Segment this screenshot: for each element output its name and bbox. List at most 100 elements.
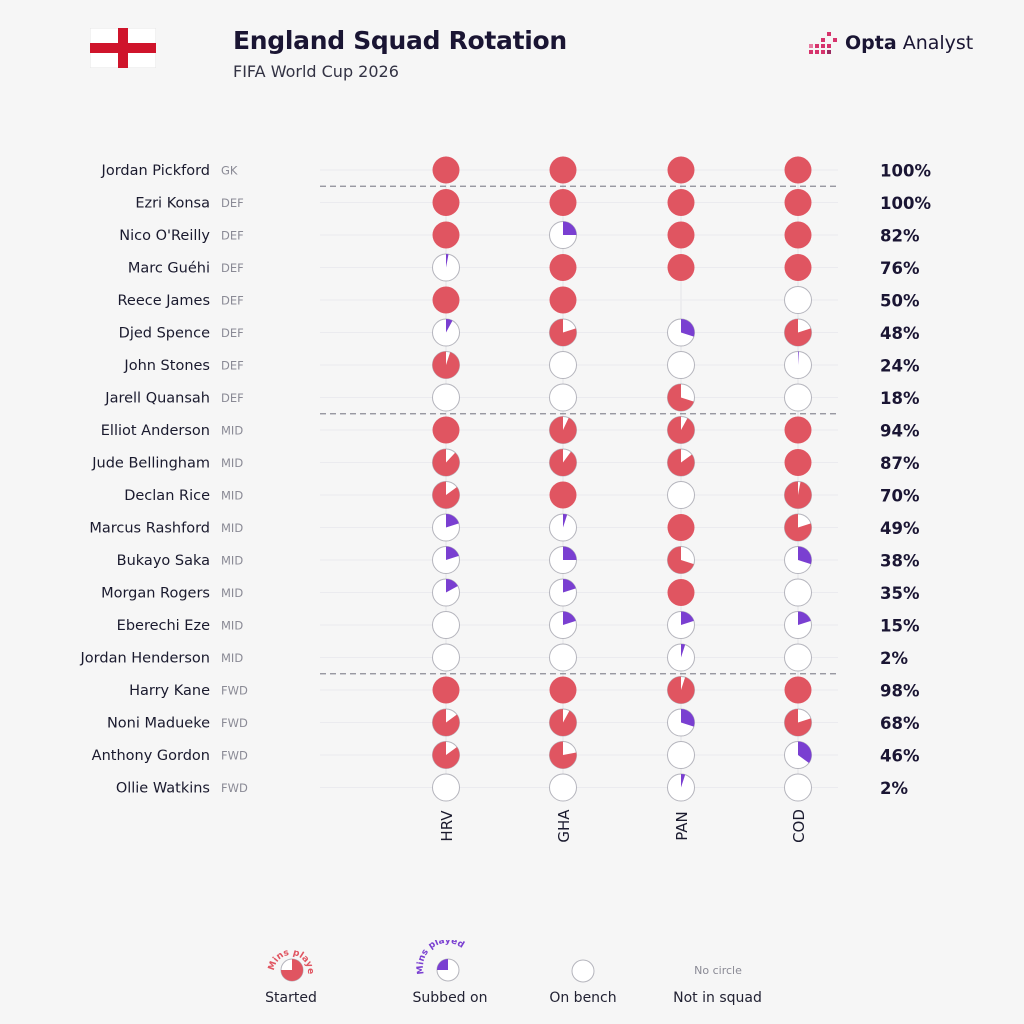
opta-analyst-logo: Opta Analyst [808, 28, 978, 60]
player-position: DEF [221, 196, 244, 210]
bench-mark [667, 741, 695, 769]
started-full-mark [432, 676, 460, 704]
player-name: Elliot Anderson [101, 423, 210, 439]
player-name: John Stones [123, 358, 210, 374]
bench-mark [549, 643, 577, 672]
player-row: Jordan Henderson MID 2% [80, 643, 908, 672]
brand-opta: Opta [845, 32, 897, 54]
minutes-percentage: 100% [880, 162, 931, 181]
started-full-mark [667, 221, 695, 249]
bench-mark [432, 773, 460, 802]
player-row: Nico O'Reilly DEF 82% [119, 221, 920, 249]
player-name: Declan Rice [124, 488, 210, 504]
player-name: Anthony Gordon [92, 748, 210, 764]
subbed-minutes-wedge [681, 774, 686, 788]
subbed-minutes-wedge [446, 254, 449, 268]
started-minutes-wedge [784, 709, 812, 737]
minutes-percentage: 35% [880, 584, 920, 603]
legend-started-icon: Mins played [256, 940, 315, 982]
player-row: Declan Rice MID 70% [124, 481, 920, 509]
player-row: John Stones DEF 24% [123, 351, 920, 379]
bench-mark [432, 383, 460, 412]
player-position: MID [221, 586, 243, 600]
player-position: MID [221, 521, 243, 535]
started-minutes-wedge [784, 514, 812, 542]
bench-mark [784, 578, 812, 607]
started-minutes-wedge [667, 546, 694, 574]
player-position: MID [221, 489, 243, 503]
legend-no-circle-note: No circle [694, 964, 742, 977]
subbed-minutes-wedge [681, 611, 694, 625]
minutes-percentage: 76% [880, 259, 920, 278]
started-full-mark [432, 416, 460, 444]
player-position: FWD [221, 749, 248, 763]
bench-mark [549, 773, 577, 802]
started-full-mark [667, 254, 695, 281]
minutes-percentage: 48% [880, 324, 920, 343]
legend-not-in-squad-label: Not in squad [673, 990, 762, 1006]
started-full-mark [784, 676, 812, 704]
player-row: Ollie Watkins FWD 2% [116, 773, 908, 802]
player-name: Jordan Pickford [101, 163, 210, 179]
player-name: Harry Kane [129, 683, 210, 699]
bench-mark [432, 611, 460, 639]
player-row: Anthony Gordon FWD 46% [92, 741, 920, 769]
player-name: Jordan Henderson [80, 651, 210, 667]
player-name: Jarell Quansah [104, 391, 210, 407]
bench-mark [784, 383, 812, 412]
subbed-minutes-wedge [798, 611, 811, 625]
player-row: Reece James DEF 50% [117, 286, 920, 314]
player-position: DEF [221, 359, 244, 373]
started-full-mark [784, 189, 812, 216]
subbed-minutes-wedge [563, 221, 577, 235]
started-minutes-wedge [667, 676, 695, 704]
player-name: Ollie Watkins [116, 781, 210, 797]
bench-mark [784, 773, 812, 802]
subbed-minutes-wedge [798, 546, 812, 565]
started-minutes-wedge [549, 416, 577, 444]
started-minutes-wedge [432, 741, 460, 769]
minutes-percentage: 15% [880, 617, 920, 636]
chart-title: England Squad Rotation [233, 26, 567, 55]
started-full-mark [667, 514, 695, 541]
player-position: FWD [221, 684, 248, 698]
started-full-mark [784, 254, 812, 281]
player-name: Bukayo Saka [117, 553, 210, 569]
minutes-percentage: 2% [880, 649, 908, 668]
player-name: Reece James [117, 293, 210, 309]
minutes-percentage: 50% [880, 292, 920, 311]
started-full-mark [784, 221, 812, 249]
started-full-mark [432, 156, 460, 184]
minutes-percentage: 94% [880, 422, 920, 441]
player-position: MID [221, 456, 243, 470]
started-minutes-wedge [432, 709, 460, 736]
bench-mark [667, 351, 695, 379]
started-full-mark [549, 286, 577, 314]
match-label: COD [790, 809, 808, 843]
started-minutes-wedge [432, 351, 460, 379]
started-full-mark [667, 156, 695, 184]
player-position: FWD [221, 716, 248, 730]
legend-bench-label: On bench [549, 990, 617, 1006]
brand-analyst: Analyst [902, 32, 974, 54]
player-name: Nico O'Reilly [119, 228, 210, 244]
player-name: Jude Bellingham [91, 456, 210, 472]
opta-logo-icon [809, 32, 837, 54]
minutes-percentage: 82% [880, 227, 920, 246]
match-label: HRV [438, 810, 456, 842]
player-position: MID [221, 651, 243, 665]
player-row: Jordan Pickford GK 100% [101, 156, 931, 184]
bench-mark [432, 643, 460, 672]
started-minutes-wedge [549, 709, 577, 736]
player-position: DEF [221, 261, 244, 275]
started-full-mark [667, 579, 695, 606]
match-label: PAN [673, 811, 691, 841]
subbed-minutes-wedge [446, 319, 453, 333]
player-position: MID [221, 554, 243, 568]
started-minutes-wedge [432, 481, 460, 509]
legend-subbed-label: Subbed on [412, 990, 488, 1006]
minutes-percentage: 100% [880, 194, 931, 213]
player-name: Morgan Rogers [101, 586, 210, 602]
bench-mark [549, 383, 577, 412]
bench-mark [667, 481, 695, 509]
